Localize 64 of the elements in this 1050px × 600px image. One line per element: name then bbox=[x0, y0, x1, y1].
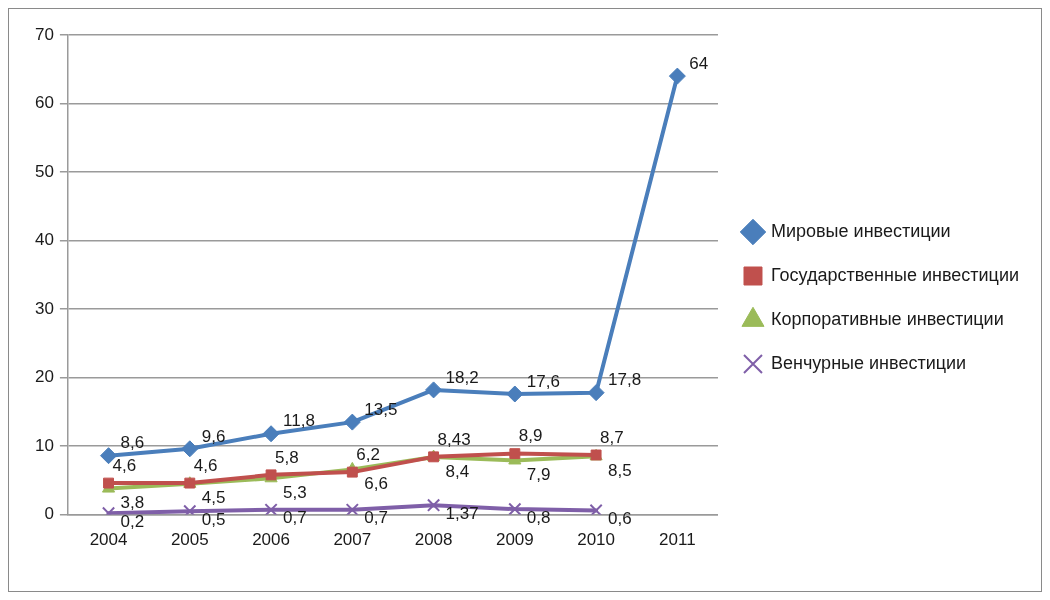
data-label: 8,6 bbox=[120, 433, 145, 453]
point bbox=[181, 440, 199, 458]
data-label: 5,8 bbox=[275, 447, 299, 467]
data-label: 8,5 bbox=[608, 461, 632, 481]
point bbox=[426, 498, 441, 512]
y-tick-label: 0 bbox=[44, 504, 54, 524]
point bbox=[668, 67, 686, 85]
x-tick-label: 2007 bbox=[333, 530, 372, 550]
point bbox=[509, 448, 521, 460]
data-label: 0,8 bbox=[526, 507, 551, 527]
point bbox=[346, 466, 358, 478]
data-label: 9,6 bbox=[201, 426, 226, 446]
data-label: 8,9 bbox=[518, 426, 543, 446]
data-label: 17,6 bbox=[526, 371, 560, 391]
point bbox=[183, 504, 197, 515]
data-label: 0,2 bbox=[120, 511, 145, 531]
x-tick-label: 2004 bbox=[89, 530, 128, 550]
data-label: 0,7 bbox=[364, 508, 388, 528]
data-label: 4,6 bbox=[193, 455, 218, 475]
data-label: 0,7 bbox=[283, 508, 307, 528]
point bbox=[587, 384, 605, 402]
point bbox=[425, 381, 443, 399]
data-label: 1,37 bbox=[445, 503, 479, 523]
data-label: 6,2 bbox=[356, 444, 380, 464]
data-label: 4,5 bbox=[201, 488, 226, 508]
data-label: 64 bbox=[689, 53, 709, 73]
y-tick-label: 40 bbox=[34, 230, 54, 250]
x-tick-label: 2006 bbox=[252, 530, 290, 550]
data-label: 17,8 bbox=[608, 370, 642, 390]
data-label: 11,8 bbox=[283, 411, 315, 431]
data-label: 3,8 bbox=[120, 493, 145, 513]
data-label: 0,5 bbox=[201, 509, 226, 529]
data-label: 5,3 bbox=[283, 482, 307, 502]
y-tick-label: 30 bbox=[34, 298, 54, 318]
y-tick-label: 50 bbox=[34, 161, 54, 181]
data-label: 8,43 bbox=[437, 429, 471, 449]
point bbox=[345, 503, 359, 515]
x-tick-label: 2010 bbox=[577, 530, 616, 550]
y-tick-label: 70 bbox=[34, 24, 54, 44]
data-label: 8,7 bbox=[600, 427, 624, 447]
legend-label: Корпоративные инвестиции bbox=[770, 308, 1004, 329]
data-label: 0,6 bbox=[608, 509, 632, 529]
point bbox=[262, 425, 280, 443]
x-tick-label: 2009 bbox=[495, 530, 534, 550]
legend-label: Государственные инвестиции bbox=[770, 264, 1020, 285]
data-label: 4,6 bbox=[112, 455, 137, 475]
y-tick-label: 20 bbox=[34, 367, 54, 387]
x-tick-label: 2008 bbox=[414, 530, 453, 550]
y-tick-label: 60 bbox=[34, 93, 54, 113]
data-label: 18,2 bbox=[445, 367, 479, 387]
point bbox=[264, 503, 278, 515]
point bbox=[589, 503, 603, 515]
point bbox=[343, 413, 361, 431]
x-tick-label: 2011 bbox=[659, 530, 696, 550]
data-label: 8,4 bbox=[445, 461, 470, 481]
data-label: 7,9 bbox=[526, 465, 551, 485]
y-tick-label: 10 bbox=[34, 435, 54, 455]
point bbox=[508, 502, 522, 515]
x-tick-label: 2005 bbox=[170, 530, 209, 550]
legend-label: Венчурные инвестиции bbox=[770, 352, 967, 373]
data-label: 6,6 bbox=[364, 474, 388, 494]
point bbox=[103, 477, 114, 489]
legend-label: Мировые инвестиции bbox=[770, 220, 951, 241]
point bbox=[506, 385, 524, 403]
